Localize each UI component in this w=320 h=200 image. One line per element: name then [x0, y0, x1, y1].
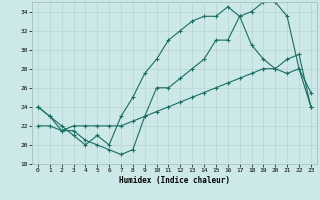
X-axis label: Humidex (Indice chaleur): Humidex (Indice chaleur): [119, 176, 230, 185]
